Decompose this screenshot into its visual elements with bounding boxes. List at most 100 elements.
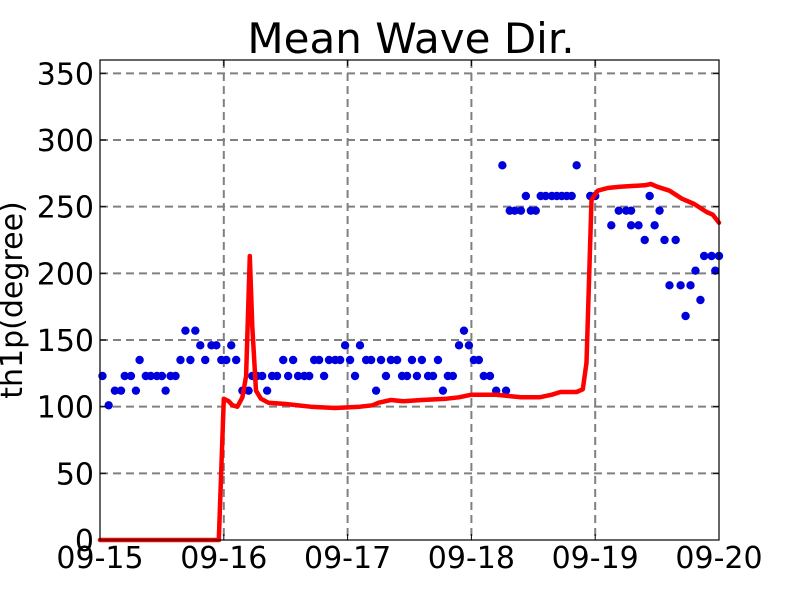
axis-ticks: [99, 60, 720, 541]
observed-point: [283, 371, 293, 381]
observed-point: [433, 355, 443, 365]
observed-point: [381, 371, 391, 381]
observed-point: [498, 161, 507, 170]
observed-point: [201, 355, 210, 365]
observed-point: [567, 191, 576, 201]
y-tick-label: 50: [56, 457, 94, 492]
x-tick-label: 09-15: [56, 541, 143, 576]
observed-point: [479, 371, 488, 381]
y-axis-label: th1p(degree): [0, 201, 30, 398]
observed-point: [181, 326, 190, 335]
observed-point: [417, 355, 427, 365]
x-tick-label: 09-20: [675, 541, 762, 576]
observed-point: [146, 371, 155, 381]
observed-point: [355, 341, 365, 350]
observed-point: [691, 266, 700, 275]
observed-point: [371, 386, 381, 395]
y-tick-label: 100: [37, 391, 94, 426]
observed-point: [350, 371, 360, 381]
x-tick-label: 09-17: [304, 541, 391, 576]
observed-point: [402, 371, 412, 381]
observed-point: [485, 371, 495, 381]
observed-point: [110, 386, 120, 395]
observed-point: [438, 386, 448, 395]
observed-point: [640, 235, 649, 245]
observed-point: [464, 341, 474, 350]
observed-point: [407, 355, 417, 365]
observed-point: [448, 371, 458, 381]
observed-point: [171, 371, 180, 381]
observed-point: [231, 355, 241, 365]
observed-point: [157, 371, 167, 381]
observed-point: [227, 341, 236, 350]
observed-point: [222, 355, 231, 365]
model-line: [97, 181, 722, 543]
observed-point: [699, 251, 709, 261]
y-tick-label: 300: [37, 124, 94, 159]
observed-point: [305, 371, 314, 381]
observed-point: [314, 355, 324, 365]
observed-point: [340, 341, 350, 350]
grid-lines: [100, 60, 719, 540]
observed-point: [345, 355, 355, 365]
plot-frame: [99, 59, 720, 541]
y-tick-label: 200: [37, 257, 94, 292]
model-series: [97, 181, 722, 543]
observed-point: [335, 355, 345, 365]
y-tick-labels: 0 50 100 150 200 250 300 350: [37, 57, 94, 559]
observed-point: [412, 371, 422, 381]
observed-point: [501, 386, 511, 395]
observed-point: [262, 386, 272, 395]
observed-point: [366, 355, 376, 365]
observed-point: [650, 221, 659, 230]
observed-point: [196, 341, 205, 350]
observed-point: [272, 371, 282, 381]
observed-point: [257, 371, 267, 381]
observed-point: [634, 221, 643, 230]
observed-point: [607, 221, 616, 230]
observed-point: [454, 341, 464, 350]
observed-point: [161, 386, 170, 395]
observed-point: [392, 355, 402, 365]
observed-point: [686, 281, 695, 290]
observed-point: [474, 355, 484, 365]
chart-title: Mean Wave Dir.: [247, 14, 574, 63]
observed-point: [120, 371, 129, 381]
x-tick-labels: 09-15 09-16 09-17 09-18 09-19 09-20: [56, 541, 762, 576]
observed-point: [244, 386, 253, 395]
observed-point: [655, 206, 664, 215]
observed-point: [681, 311, 690, 321]
observed-point: [131, 386, 141, 395]
observed-point: [696, 295, 705, 305]
y-tick-label: 150: [37, 324, 94, 359]
x-tick-label: 09-19: [552, 541, 639, 576]
observed-point: [212, 341, 221, 350]
observed-point: [541, 191, 550, 201]
observed-point: [116, 386, 126, 395]
observed-point: [135, 355, 144, 365]
observed-point: [104, 401, 113, 410]
observed-point: [376, 355, 386, 365]
observed-series: [98, 161, 724, 410]
observed-point: [645, 191, 654, 201]
observed-point: [660, 235, 669, 245]
observed-point: [279, 355, 288, 365]
y-tick-label: 0: [75, 524, 94, 559]
observed-point: [319, 371, 329, 381]
observed-point: [459, 326, 469, 335]
observed-point: [572, 161, 581, 170]
observed-point: [707, 251, 716, 261]
x-tick-label: 09-16: [180, 541, 267, 576]
y-tick-label: 350: [37, 57, 94, 92]
x-tick-label: 09-18: [428, 541, 515, 576]
observed-point: [324, 355, 334, 365]
observed-point: [293, 371, 303, 381]
observed-point: [671, 235, 680, 245]
y-tick-label: 250: [37, 191, 94, 226]
observed-point: [665, 281, 674, 290]
observed-point: [531, 206, 540, 215]
observed-point: [510, 206, 519, 215]
observed-point: [186, 355, 195, 365]
observed-point: [126, 371, 136, 381]
